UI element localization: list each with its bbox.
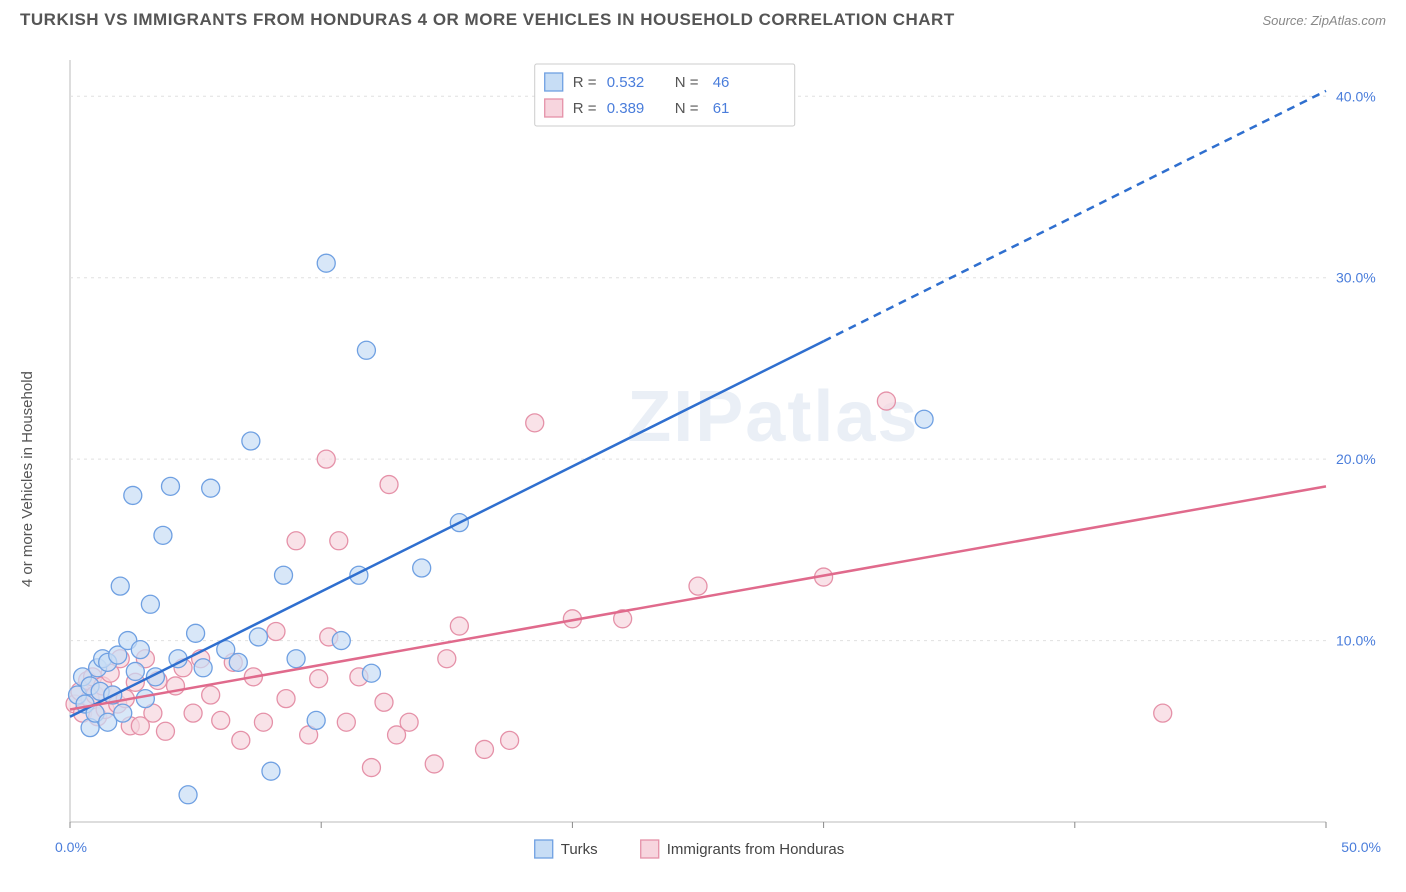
stats-r-label: R = — [573, 74, 597, 91]
stats-n-label: N = — [675, 74, 699, 91]
chart-svg: 10.0%20.0%30.0%40.0%0.0%50.0%ZIPatlas4 o… — [10, 40, 1396, 882]
data-point-honduras — [337, 713, 355, 731]
stats-n-value: 61 — [713, 100, 730, 117]
data-point-turks — [131, 641, 149, 659]
data-point-honduras — [425, 755, 443, 773]
stats-swatch — [545, 73, 563, 91]
data-point-turks — [287, 650, 305, 668]
x-tick-label: 50.0% — [1341, 839, 1381, 855]
data-point-honduras — [330, 532, 348, 550]
data-point-turks — [413, 559, 431, 577]
data-point-turks — [126, 662, 144, 680]
data-point-turks — [154, 526, 172, 544]
data-point-honduras — [310, 670, 328, 688]
stats-r-value: 0.532 — [607, 74, 645, 91]
source-name: ZipAtlas.com — [1311, 13, 1386, 28]
correlation-chart: 10.0%20.0%30.0%40.0%0.0%50.0%ZIPatlas4 o… — [10, 40, 1396, 882]
data-point-honduras — [277, 690, 295, 708]
legend-label: Turks — [561, 841, 598, 858]
y-tick-label: 10.0% — [1336, 633, 1376, 649]
trendline-turks-dashed — [824, 91, 1326, 341]
data-point-honduras — [438, 650, 456, 668]
data-point-honduras — [475, 740, 493, 758]
data-point-honduras — [450, 617, 468, 635]
data-point-honduras — [232, 731, 250, 749]
data-point-honduras — [526, 414, 544, 432]
legend-label: Immigrants from Honduras — [667, 841, 845, 858]
data-point-turks — [111, 577, 129, 595]
data-point-honduras — [400, 713, 418, 731]
data-point-honduras — [501, 731, 519, 749]
y-tick-label: 30.0% — [1336, 270, 1376, 286]
data-point-turks — [332, 632, 350, 650]
legend-swatch — [535, 840, 553, 858]
data-point-turks — [249, 628, 267, 646]
y-tick-label: 20.0% — [1336, 451, 1376, 467]
x-tick-label: 0.0% — [55, 839, 87, 855]
data-point-turks — [275, 566, 293, 584]
data-point-honduras — [380, 476, 398, 494]
data-point-turks — [161, 477, 179, 495]
legend-swatch — [641, 840, 659, 858]
data-point-turks — [317, 254, 335, 272]
data-point-honduras — [184, 704, 202, 722]
data-point-turks — [194, 659, 212, 677]
source-prefix: Source: — [1262, 13, 1310, 28]
data-point-honduras — [375, 693, 393, 711]
data-point-turks — [124, 486, 142, 504]
data-point-turks — [179, 786, 197, 804]
data-point-turks — [242, 432, 260, 450]
data-point-honduras — [877, 392, 895, 410]
data-point-honduras — [362, 759, 380, 777]
data-point-turks — [262, 762, 280, 780]
data-point-turks — [136, 690, 154, 708]
data-point-turks — [915, 410, 933, 428]
stats-n-label: N = — [675, 100, 699, 117]
data-point-honduras — [212, 711, 230, 729]
data-point-turks — [141, 595, 159, 613]
stats-swatch — [545, 99, 563, 117]
source-attribution: Source: ZipAtlas.com — [1262, 13, 1386, 28]
stats-n-value: 46 — [713, 74, 730, 91]
data-point-turks — [357, 341, 375, 359]
data-point-honduras — [1154, 704, 1172, 722]
data-point-honduras — [267, 623, 285, 641]
data-point-turks — [202, 479, 220, 497]
data-point-turks — [114, 704, 132, 722]
data-point-honduras — [254, 713, 272, 731]
stats-r-value: 0.389 — [607, 100, 645, 117]
y-tick-label: 40.0% — [1336, 88, 1376, 104]
trendline-honduras — [70, 486, 1326, 709]
data-point-turks — [307, 711, 325, 729]
data-point-turks — [187, 624, 205, 642]
data-point-honduras — [689, 577, 707, 595]
data-point-turks — [229, 653, 247, 671]
data-point-honduras — [287, 532, 305, 550]
chart-title: TURKISH VS IMMIGRANTS FROM HONDURAS 4 OR… — [20, 10, 955, 30]
data-point-turks — [362, 664, 380, 682]
y-axis-title: 4 or more Vehicles in Household — [19, 371, 36, 587]
stats-r-label: R = — [573, 100, 597, 117]
data-point-honduras — [156, 722, 174, 740]
data-point-honduras — [317, 450, 335, 468]
data-point-honduras — [202, 686, 220, 704]
